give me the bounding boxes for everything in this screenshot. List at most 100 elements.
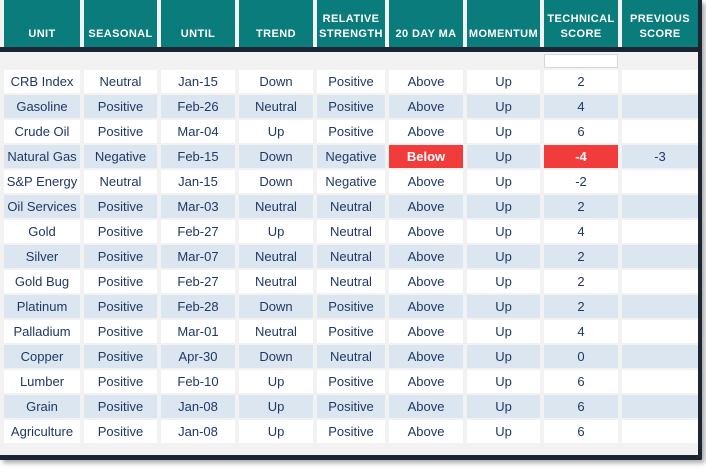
cell-ma20: Above [389,395,463,418]
cell-ma20: Above [389,220,463,243]
cell-technical_score: 6 [544,395,618,418]
cell-momentum: Up [467,345,540,368]
cell-trend: Up [239,370,313,393]
cell-unit: Grain [4,395,80,418]
empty-cell [4,54,80,68]
cell-momentum: Up [467,70,540,93]
cell-previous_score [622,245,698,268]
empty-cell [161,54,235,68]
cell-previous_score: -3 [622,145,698,168]
cell-seasonal: Positive [84,295,157,318]
table-row: Crude Oil Positive Mar-04 Up Positive Above Up… [4,120,698,143]
cell-previous_score [622,370,698,393]
cell-unit: Palladium [4,320,80,343]
spacer-row [4,54,698,68]
cell-previous_score [622,70,698,93]
cell-seasonal: Positive [84,270,157,293]
column-header-until: UNTIL [161,0,235,47]
table-row: Copper Positive Apr-30 Down Neutral Above Up 0 [4,345,698,368]
cell-technical_score: -4 [544,145,618,168]
column-header-relative_strength: RELATIVE STRENGTH [317,0,385,47]
empty-cell [622,54,698,68]
cell-relative_strength: Positive [317,370,385,393]
cell-seasonal: Positive [84,420,157,443]
table-row: S&P Energy Neutral Jan-15 Down Negative Above… [4,170,698,193]
table-row: Oil Services Positive Mar-03 Neutral Neutral… [4,195,698,218]
table-row: Lumber Positive Feb-10 Up Positive Above Up 6 [4,370,698,393]
cell-trend: Up [239,120,313,143]
cell-previous_score [622,195,698,218]
cell-momentum: Up [467,170,540,193]
cell-ma20: Above [389,345,463,368]
cell-until: Mar-01 [161,320,235,343]
cell-ma20: Above [389,70,463,93]
table-row: Platinum Positive Feb-28 Down Positive Above U… [4,295,698,318]
cell-trend: Up [239,220,313,243]
scorecard-panel: UNIT SEASONAL UNTIL TREND RELATIVE STRENGTH 2… [0,0,702,460]
cell-technical_score: -2 [544,170,618,193]
table-row: Natural Gas Negative Feb-15 Down Negative Bel… [4,145,698,168]
cell-trend: Down [239,345,313,368]
cell-unit: Platinum [4,295,80,318]
cell-until: Mar-07 [161,245,235,268]
scorecard-header-table: UNIT SEASONAL UNTIL TREND RELATIVE STRENGTH 2… [0,0,702,47]
cell-until: Feb-15 [161,145,235,168]
scorecard-body: CRB Index Neutral Jan-15 Down Positive Above U… [4,54,698,443]
cell-unit: Agriculture [4,420,80,443]
empty-cell [389,54,463,68]
cell-ma20: Above [389,170,463,193]
cell-relative_strength: Neutral [317,345,385,368]
cell-unit: Oil Services [4,195,80,218]
cell-until: Jan-15 [161,70,235,93]
cell-relative_strength: Neutral [317,195,385,218]
cell-technical_score: 6 [544,420,618,443]
cell-relative_strength: Positive [317,295,385,318]
cell-trend: Down [239,170,313,193]
empty-outlined-cell [544,54,618,68]
cell-ma20: Above [389,95,463,118]
cell-technical_score: 4 [544,220,618,243]
table-row: Gold Positive Feb-27 Up Neutral Above Up 4 [4,220,698,243]
cell-previous_score [622,170,698,193]
cell-technical_score: 6 [544,370,618,393]
cell-previous_score [622,120,698,143]
cell-until: Mar-03 [161,195,235,218]
cell-relative_strength: Positive [317,95,385,118]
cell-technical_score: 0 [544,345,618,368]
table-row: Gold Bug Positive Feb-27 Neutral Neutral Abov… [4,270,698,293]
cell-trend: Neutral [239,270,313,293]
cell-trend: Down [239,70,313,93]
cell-ma20: Above [389,320,463,343]
cell-ma20: Above [389,370,463,393]
cell-previous_score [622,220,698,243]
cell-trend: Neutral [239,195,313,218]
cell-until: Mar-04 [161,120,235,143]
cell-unit: Lumber [4,370,80,393]
cell-previous_score [622,95,698,118]
cell-previous_score [622,295,698,318]
column-header-previous_score: PREVIOUS SCORE [622,0,698,47]
cell-relative_strength: Positive [317,320,385,343]
cell-until: Jan-08 [161,420,235,443]
cell-ma20: Above [389,270,463,293]
cell-unit: Copper [4,345,80,368]
empty-cell [467,54,540,68]
bottom-filler [0,445,698,455]
cell-previous_score [622,320,698,343]
cell-relative_strength: Neutral [317,220,385,243]
table-row: Silver Positive Mar-07 Neutral Neutral Above U… [4,245,698,268]
cell-momentum: Up [467,420,540,443]
column-header-seasonal: SEASONAL [84,0,157,47]
cell-trend: Up [239,395,313,418]
empty-cell [317,54,385,68]
cell-previous_score [622,395,698,418]
cell-seasonal: Positive [84,320,157,343]
cell-trend: Neutral [239,95,313,118]
table-row: Palladium Positive Mar-01 Neutral Positive Ab… [4,320,698,343]
cell-relative_strength: Negative [317,170,385,193]
cell-momentum: Up [467,195,540,218]
cell-relative_strength: Positive [317,70,385,93]
column-header-unit: UNIT [4,0,80,47]
empty-cell [84,54,157,68]
